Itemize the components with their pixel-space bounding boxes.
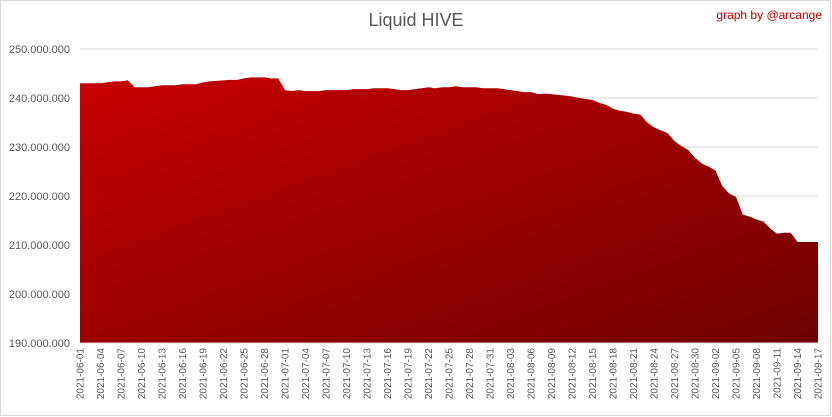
x-tick-label: 2021-06-04	[96, 348, 107, 400]
y-tick-label: 240.000.000	[9, 93, 70, 105]
x-tick-label: 2021-08-15	[588, 348, 599, 400]
x-tick-label: 2021-07-25	[445, 348, 456, 400]
x-tick-label: 2021-06-28	[260, 348, 271, 400]
x-tick-label: 2021-06-10	[137, 348, 148, 400]
y-axis: 190.000.000 200.000.000 210.000.000 220.000…	[9, 44, 70, 350]
x-tick-label: 2021-06-19	[199, 348, 210, 400]
x-tick-label: 2021-07-07	[322, 348, 333, 400]
x-tick-label: 2021-07-31	[486, 348, 497, 400]
x-tick-label: 2021-09-17	[814, 348, 825, 400]
x-tick-label: 2021-09-14	[793, 348, 804, 400]
x-tick-label: 2021-07-16	[383, 348, 394, 400]
x-tick-label: 2021-07-13	[363, 348, 374, 400]
x-tick-label: 2021-06-16	[178, 348, 189, 400]
y-tick-label: 230.000.000	[9, 142, 70, 154]
y-tick-label: 220.000.000	[9, 191, 70, 203]
x-tick-label: 2021-08-03	[506, 348, 517, 400]
credit-annotation: graph by @arcange	[716, 8, 822, 22]
y-tick-label: 200.000.000	[9, 289, 70, 301]
x-axis: 2021-06-01 2021-06-04 2021-06-07 2021-06-10…	[76, 342, 825, 400]
x-tick-label: 2021-09-11	[773, 348, 784, 399]
x-tick-label: 2021-08-09	[547, 348, 558, 400]
x-tick-label: 2021-07-19	[404, 348, 415, 400]
x-tick-label: 2021-09-02	[711, 348, 722, 400]
x-tick-label: 2021-09-05	[732, 348, 743, 400]
y-tick-label: 210.000.000	[9, 240, 70, 252]
x-tick-label: 2021-06-07	[117, 348, 128, 400]
x-tick-label: 2021-08-12	[568, 348, 579, 400]
x-tick-label: 2021-07-01	[281, 348, 292, 400]
x-tick-label: 2021-06-01	[76, 348, 87, 400]
x-tick-label: 2021-07-10	[342, 348, 353, 400]
y-tick-label: 250.000.000	[9, 44, 70, 56]
chart-title: Liquid HIVE	[368, 10, 464, 30]
x-tick-label: 2021-08-30	[691, 348, 702, 400]
x-tick-label: 2021-09-08	[752, 348, 763, 400]
x-tick-label: 2021-06-22	[219, 348, 230, 400]
x-tick-label: 2021-08-18	[609, 348, 620, 400]
x-tick-label: 2021-06-25	[240, 348, 251, 400]
x-tick-label: 2021-06-13	[158, 348, 169, 400]
x-tick-label: 2021-07-28	[465, 348, 476, 400]
x-tick-label: 2021-07-22	[424, 348, 435, 400]
x-tick-label: 2021-08-24	[650, 348, 661, 400]
x-tick-label: 2021-08-27	[670, 348, 681, 400]
liquid-hive-area	[80, 77, 818, 344]
y-tick-label: 190.000.000	[9, 338, 70, 350]
x-tick-label: 2021-08-06	[527, 348, 538, 400]
series-area	[80, 77, 818, 344]
x-tick-label: 2021-07-04	[301, 348, 312, 400]
x-tick-label: 2021-08-21	[629, 348, 640, 400]
